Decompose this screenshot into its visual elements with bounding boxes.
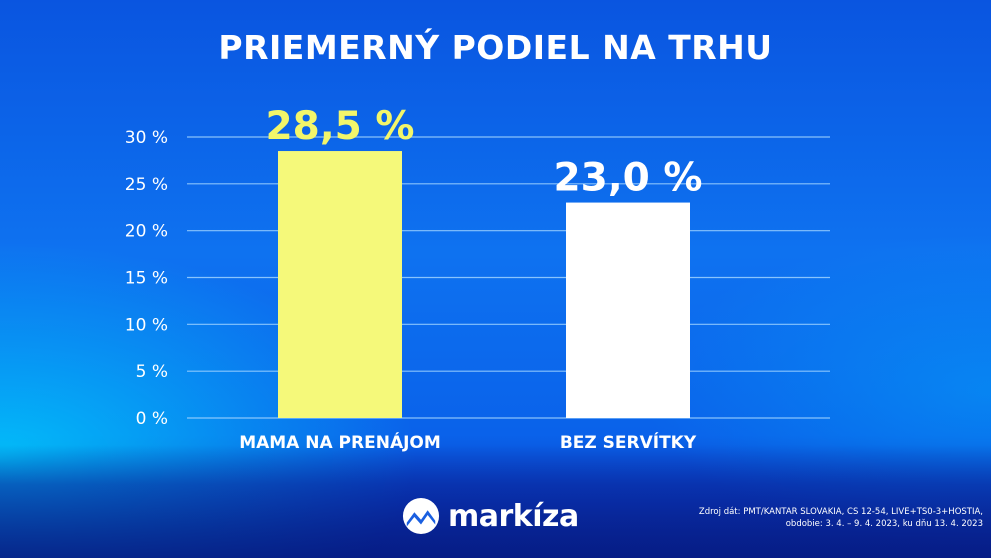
y-tick-label: 30 %: [125, 128, 168, 148]
bars: [278, 151, 690, 419]
bar-chart: 0 %5 %10 %15 %20 %25 %30 % 28,5 %23,0 % …: [125, 104, 830, 453]
markiza-logo-icon: [402, 497, 440, 535]
markiza-logo: markíza: [402, 494, 579, 538]
y-tick-label: 10 %: [125, 315, 168, 335]
category-label: BEZ SERVÍTKY: [560, 431, 697, 453]
bar-value-label: 28,5 %: [266, 104, 415, 149]
bar: [278, 151, 402, 419]
source-line-2: obdobie: 3. 4. – 9. 4. 2023, ku dňu 13. …: [785, 519, 983, 529]
source-line-1: Zdroj dát: PMT/KANTAR SLOVAKIA, CS 12-54…: [698, 507, 983, 517]
brand-name: markíza: [448, 498, 579, 534]
bottom-band: [0, 445, 991, 558]
y-tick-label: 25 %: [125, 175, 168, 195]
y-tick-label: 0 %: [136, 409, 168, 429]
bar: [566, 202, 690, 418]
chart-title: PRIEMERNÝ PODIEL NA TRHU: [218, 28, 773, 67]
y-tick-label: 20 %: [125, 222, 168, 242]
category-labels: MAMA NA PRENÁJOM BEZ SERVÍTKY: [239, 431, 697, 453]
y-tick-label: 15 %: [125, 269, 168, 289]
value-labels: 28,5 % 23,0 %: [266, 104, 703, 201]
y-axis-ticks: 0 % 5 % 10 % 15 % 20 % 25 % 30 %: [125, 128, 168, 429]
category-label: MAMA NA PRENÁJOM: [239, 431, 441, 453]
data-source-note: Zdroj dát: PMT/KANTAR SLOVAKIA, CS 12-54…: [683, 506, 983, 530]
y-tick-label: 5 %: [136, 362, 168, 382]
bar-value-label: 23,0 %: [554, 156, 703, 201]
